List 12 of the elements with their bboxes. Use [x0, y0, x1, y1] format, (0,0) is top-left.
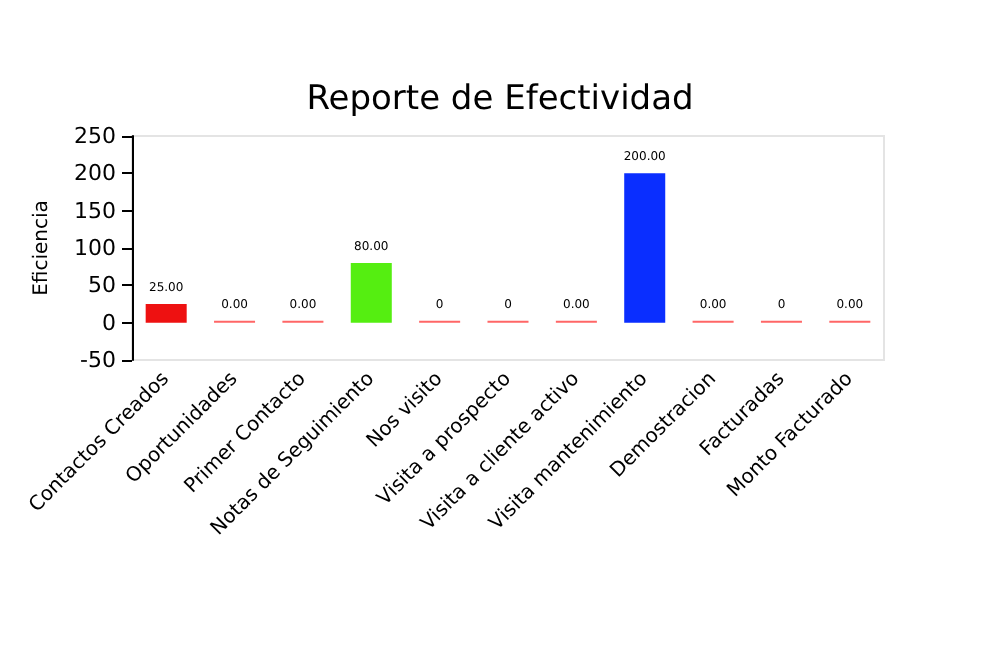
y-tick-label: 100: [74, 235, 116, 261]
y-tick-label: 0: [102, 309, 116, 336]
bar: [624, 173, 666, 323]
y-axis-title: Eficiencia: [31, 200, 54, 296]
bar: [350, 262, 392, 323]
y-tick-label: 200: [74, 160, 116, 187]
y-tick-label: 150: [74, 197, 116, 224]
y-tick-label: -50: [80, 347, 116, 373]
chart-title: Reporte de Efectividad: [306, 79, 694, 119]
y-tick-label: 50: [88, 272, 116, 299]
y-tick-label: 250: [74, 123, 116, 149]
bar: [145, 304, 187, 323]
